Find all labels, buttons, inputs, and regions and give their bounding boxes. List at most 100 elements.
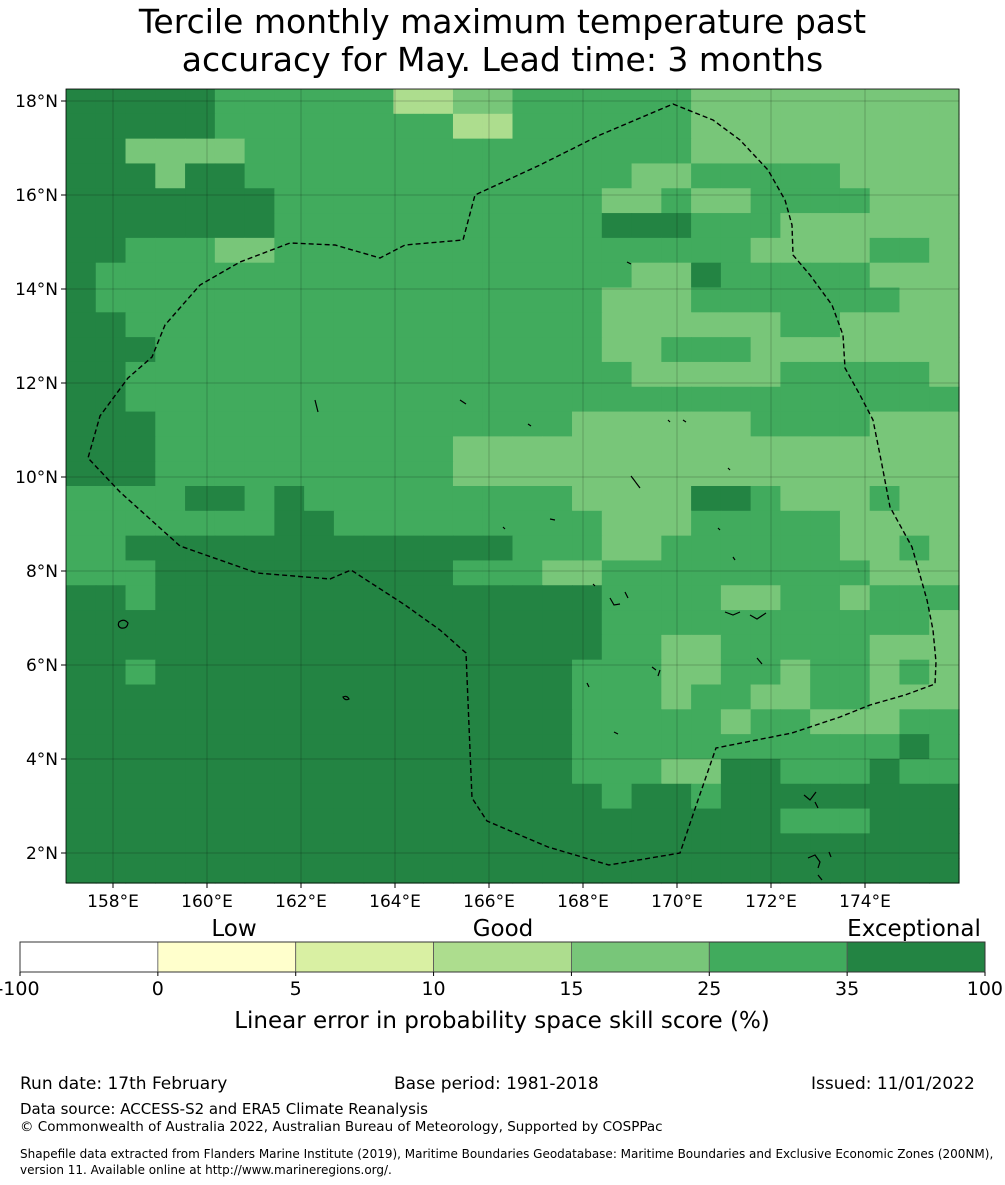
- grid-cell: [899, 163, 930, 189]
- grid-cell: [304, 188, 335, 214]
- grid-cell: [452, 411, 484, 437]
- grid-cell: [720, 287, 752, 313]
- grid-cell: [512, 734, 543, 760]
- grid-cell: [542, 535, 573, 562]
- grid-cell: [542, 734, 573, 760]
- grid-cell: [95, 560, 127, 586]
- grid-cell: [423, 287, 454, 313]
- grid-cell: [155, 510, 186, 537]
- grid-cell: [95, 808, 127, 834]
- grid-cell: [95, 287, 127, 313]
- grid-cell: [125, 858, 156, 884]
- grid-cell: [542, 411, 573, 437]
- grid-cell: [66, 709, 97, 735]
- grid-cell: [393, 783, 424, 810]
- grid-cell: [185, 858, 216, 884]
- grid-cell: [155, 262, 186, 289]
- grid-cell: [839, 436, 871, 462]
- grid-cell: [66, 436, 97, 462]
- grid-cell: [542, 312, 573, 338]
- grid-cell: [423, 312, 454, 338]
- grid-cell: [393, 610, 424, 636]
- grid-cell: [661, 262, 692, 289]
- grid-cell: [274, 138, 305, 165]
- grid-cell: [661, 188, 692, 214]
- grid-cell: [869, 262, 901, 289]
- grid-cell: [691, 758, 722, 785]
- grid-cell: [750, 213, 781, 239]
- grid-cell: [899, 858, 930, 884]
- grid-cell: [333, 361, 365, 388]
- grid-cell: [66, 411, 97, 437]
- grid-cell: [304, 461, 335, 487]
- grid-cell: [125, 610, 156, 636]
- grid-cell: [452, 758, 484, 785]
- grid-cell: [304, 585, 335, 611]
- grid-cell: [95, 610, 127, 636]
- grid-cell: [810, 659, 841, 686]
- grid-cell: [95, 188, 127, 214]
- grid-cell: [691, 486, 722, 512]
- grid-cell: [214, 361, 246, 388]
- grid-cell: [572, 436, 603, 462]
- grid-cell: [720, 833, 752, 859]
- grid-cell: [452, 163, 484, 189]
- grid-cell: [185, 808, 216, 834]
- grid-cell: [185, 684, 216, 710]
- grid-cell: [720, 262, 752, 289]
- grid-cell: [691, 808, 722, 834]
- grid-cell: [929, 237, 960, 264]
- grid-cell: [393, 287, 424, 313]
- grid-cell: [244, 783, 275, 810]
- grid-cell: [512, 213, 543, 239]
- grid-cell: [750, 634, 781, 661]
- grid-cell: [452, 833, 484, 859]
- grid-cell: [929, 510, 960, 537]
- grid-cell: [274, 163, 305, 189]
- grid-cell: [95, 634, 127, 661]
- grid-cell: [691, 163, 722, 189]
- grid-cell: [929, 461, 960, 487]
- grid-cell: [720, 535, 752, 562]
- grid-cell: [750, 709, 781, 735]
- grid-cell: [542, 287, 573, 313]
- grid-cell: [929, 560, 960, 586]
- grid-cell: [929, 312, 960, 338]
- grid-cell: [66, 138, 97, 165]
- grid-cell: [393, 634, 424, 661]
- grid-cell: [66, 634, 97, 661]
- grid-cell: [661, 89, 692, 115]
- colorbar-tick-label: 100: [967, 978, 1003, 1000]
- grid-cell: [512, 436, 543, 462]
- grid-cell: [244, 486, 275, 512]
- grid-cell: [244, 188, 275, 214]
- grid-cell: [542, 138, 573, 165]
- grid-cell: [899, 758, 930, 785]
- grid-cell: [780, 312, 811, 338]
- grid-cell: [810, 361, 841, 388]
- grid-cell: [363, 758, 395, 785]
- grid-cell: [95, 461, 127, 487]
- grid-cell: [452, 858, 484, 884]
- grid-cell: [780, 858, 811, 884]
- grid-cell: [452, 262, 484, 289]
- grid-cell: [869, 237, 901, 264]
- grid-cell: [155, 560, 186, 586]
- grid-cell: [780, 510, 811, 537]
- grid-cell: [661, 461, 692, 487]
- grid-cell: [363, 436, 395, 462]
- grid-cell: [304, 610, 335, 636]
- grid-cell: [542, 610, 573, 636]
- grid-cell: [601, 163, 633, 189]
- grid-cell: [899, 833, 930, 859]
- grid-cell: [839, 634, 871, 661]
- grid-cell: [185, 163, 216, 189]
- grid-cell: [244, 808, 275, 834]
- longitude-label: 170°E: [651, 892, 703, 912]
- grid-cell: [869, 188, 901, 214]
- grid-cell: [333, 411, 365, 437]
- grid-cell: [512, 610, 543, 636]
- grid-cell: [542, 486, 573, 512]
- island: [314, 261, 632, 413]
- grid-cell: [66, 163, 97, 189]
